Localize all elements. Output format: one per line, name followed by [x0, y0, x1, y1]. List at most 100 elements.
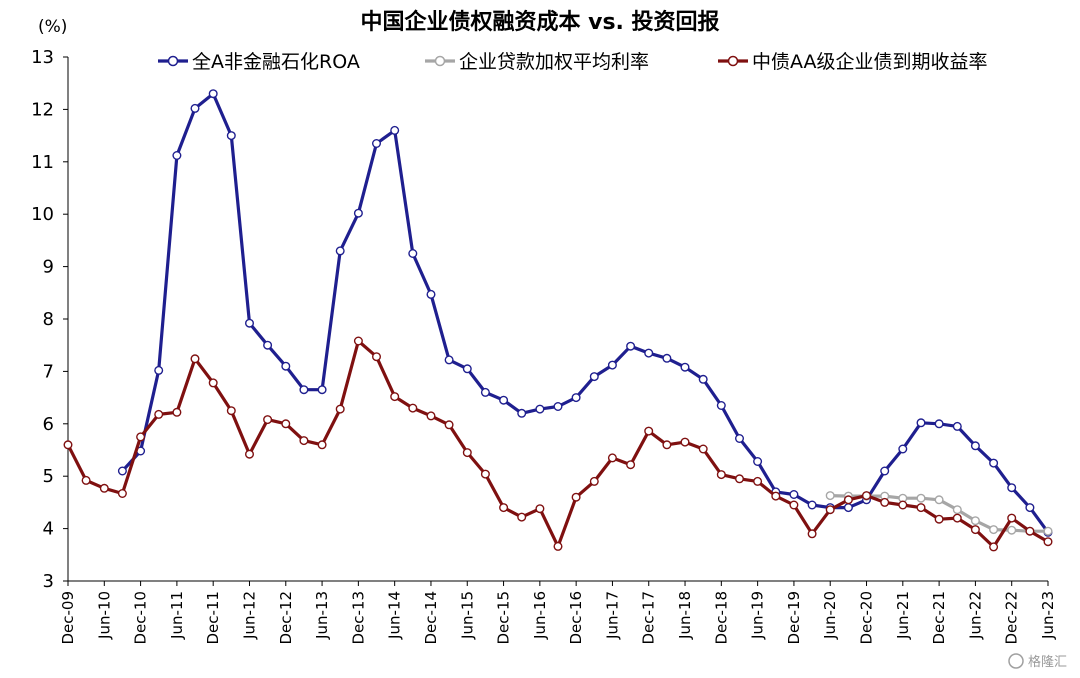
data-point	[372, 352, 382, 362]
data-point	[934, 514, 944, 524]
data-point	[299, 436, 309, 446]
data-point	[626, 460, 636, 470]
y-tick-label: 4	[43, 519, 54, 540]
data-point	[880, 497, 890, 507]
y-tick-label: 6	[43, 414, 54, 435]
data-point	[553, 541, 563, 551]
x-tick-label: Jun-17	[603, 591, 621, 640]
data-point	[172, 407, 182, 417]
x-tick-label: Jun-12	[240, 591, 258, 640]
data-point	[335, 246, 345, 256]
data-point	[970, 516, 980, 526]
legend-marker-2	[434, 55, 446, 67]
data-point	[208, 89, 218, 99]
x-tick-label: Dec-20	[858, 591, 876, 645]
data-point	[680, 437, 690, 447]
data-point	[154, 409, 164, 419]
x-tick-label: Jun-14	[386, 591, 404, 640]
data-point	[136, 432, 146, 442]
data-point	[499, 503, 509, 513]
y-tick-label: 13	[31, 47, 54, 68]
data-point	[880, 466, 890, 476]
data-point	[281, 361, 291, 371]
data-point	[172, 150, 182, 160]
x-tick-label: Dec-16	[567, 591, 585, 645]
chart-title: 中国企业债权融资成本 vs. 投资回报	[360, 9, 719, 35]
data-point	[607, 453, 617, 463]
x-tick-label: Dec-12	[277, 591, 295, 645]
data-point	[571, 492, 581, 502]
data-point	[408, 248, 418, 258]
data-point	[644, 348, 654, 358]
y-unit-label: (%)	[38, 17, 67, 37]
x-tick-label: Jun-18	[676, 591, 694, 640]
data-point	[299, 385, 309, 395]
data-point	[716, 470, 726, 480]
data-point	[117, 466, 127, 476]
x-tick-label: Jun-10	[95, 591, 113, 640]
x-tick-label: Dec-11	[204, 591, 222, 645]
data-point	[916, 503, 926, 513]
data-point	[1025, 503, 1035, 513]
data-point	[843, 495, 853, 505]
data-point	[426, 289, 436, 299]
data-point	[444, 355, 454, 365]
data-point	[989, 542, 999, 552]
series-3	[63, 336, 1053, 552]
data-point	[499, 395, 509, 405]
data-point	[680, 362, 690, 372]
series-layer	[63, 89, 1053, 552]
x-tick-label: Dec-21	[930, 591, 948, 645]
data-point	[735, 434, 745, 444]
x-tick-label: Dec-09	[59, 591, 77, 645]
data-point	[662, 440, 672, 450]
data-point	[444, 420, 454, 430]
y-tick-label: 11	[31, 152, 54, 173]
data-point	[281, 419, 291, 429]
data-point	[81, 475, 91, 485]
data-point	[571, 393, 581, 403]
data-point	[644, 426, 654, 436]
data-point	[934, 495, 944, 505]
data-point	[916, 418, 926, 428]
data-point	[244, 449, 254, 459]
data-point	[825, 505, 835, 515]
data-point	[970, 441, 980, 451]
data-point	[626, 341, 636, 351]
watermark: 格隆汇	[1008, 653, 1067, 670]
data-point	[1043, 526, 1053, 536]
data-point	[1043, 537, 1053, 547]
data-point	[970, 525, 980, 535]
data-point	[952, 513, 962, 523]
data-point	[607, 360, 617, 370]
data-point	[553, 402, 563, 412]
x-tick-label: Jun-22	[966, 591, 984, 640]
data-point	[789, 490, 799, 500]
data-point	[916, 493, 926, 503]
data-point	[753, 476, 763, 486]
data-point	[190, 103, 200, 113]
data-point	[426, 411, 436, 421]
legend-marker-1	[167, 55, 179, 67]
data-point	[589, 476, 599, 486]
data-point	[535, 504, 545, 514]
data-point	[898, 500, 908, 510]
y-tick-label: 7	[43, 361, 54, 382]
data-point	[517, 408, 527, 418]
y-tick-label: 8	[43, 309, 54, 330]
legend-label-3: 中债AA级企业债到期收益率	[752, 51, 988, 73]
legend: 全A非金融石化ROA 企业贷款加权平均利率 中债AA级企业债到期收益率	[158, 51, 988, 73]
data-point	[353, 208, 363, 218]
data-point	[226, 131, 236, 141]
legend-label-1: 全A非金融石化ROA	[192, 51, 360, 73]
y-tick-label: 12	[31, 99, 54, 120]
x-tick-label: Dec-18	[712, 591, 730, 645]
legend-marker-3	[727, 55, 739, 67]
data-point	[535, 404, 545, 414]
series-1	[117, 89, 1053, 537]
x-tick-label: Jun-21	[894, 591, 912, 640]
x-tick-label: Dec-14	[422, 591, 440, 645]
data-point	[898, 444, 908, 454]
x-tick-label: Jun-19	[749, 591, 767, 640]
